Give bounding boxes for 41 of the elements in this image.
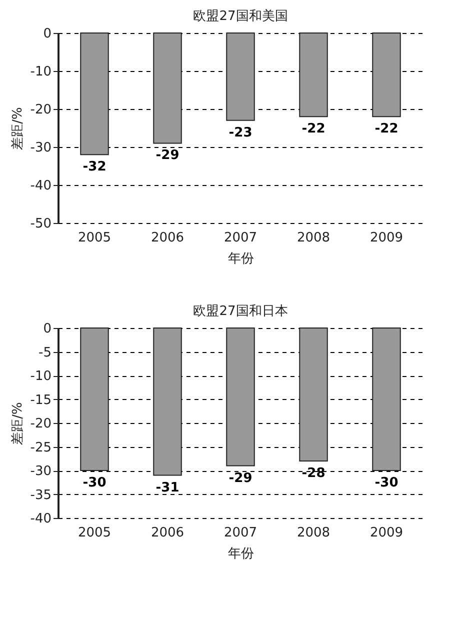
y-axis-title: 差距/% (10, 107, 26, 150)
x-axis-title: 年份 (228, 252, 254, 266)
y-tick-label: -30 (30, 140, 52, 156)
y-tick-label: -40 (30, 178, 52, 194)
data-label: -22 (374, 122, 398, 137)
y-tick-label: -10 (30, 64, 52, 80)
y-axis-title: 差距/% (10, 402, 26, 445)
x-tick-label: 2005 (78, 230, 112, 246)
y-tick-label: -40 (30, 512, 52, 526)
x-axis-title: 年份 (228, 546, 254, 562)
y-tick-label: -10 (30, 369, 52, 384)
y-tick-label: -25 (30, 440, 52, 456)
x-tick-label: 2008 (296, 526, 330, 540)
data-label: -29 (156, 148, 180, 164)
y-tick-label: -5 (38, 345, 52, 360)
data-label: -23 (228, 125, 252, 140)
data-label: -29 (228, 470, 252, 486)
data-label: -31 (156, 480, 180, 496)
x-tick-label: 2009 (370, 526, 404, 540)
x-tick-label: 2007 (224, 526, 258, 540)
data-label: -32 (82, 160, 106, 175)
y-tick-label: -20 (30, 102, 52, 118)
y-tick-label: 0 (43, 322, 52, 336)
x-tick-label: 2006 (150, 230, 184, 246)
data-label: -30 (374, 476, 398, 490)
chart-title: 欧盟27国和美国 (193, 8, 288, 24)
y-tick-label: -50 (30, 216, 52, 232)
y-tick-label: -30 (30, 464, 52, 479)
x-tick-label: 2008 (296, 230, 330, 246)
x-tick-label: 2009 (370, 230, 404, 246)
x-tick-label: 2007 (224, 230, 258, 246)
y-tick-label: 0 (43, 26, 52, 42)
data-label: -28 (302, 466, 326, 481)
x-tick-label: 2005 (78, 526, 112, 540)
x-tick-label: 2006 (150, 526, 184, 540)
data-label: -22 (302, 122, 326, 137)
y-tick-label: -20 (30, 416, 52, 432)
y-tick-label: -35 (30, 488, 52, 503)
chart-title: 欧盟27国和日本 (193, 304, 288, 319)
data-label: -30 (82, 476, 106, 490)
y-tick-label: -15 (30, 392, 52, 408)
